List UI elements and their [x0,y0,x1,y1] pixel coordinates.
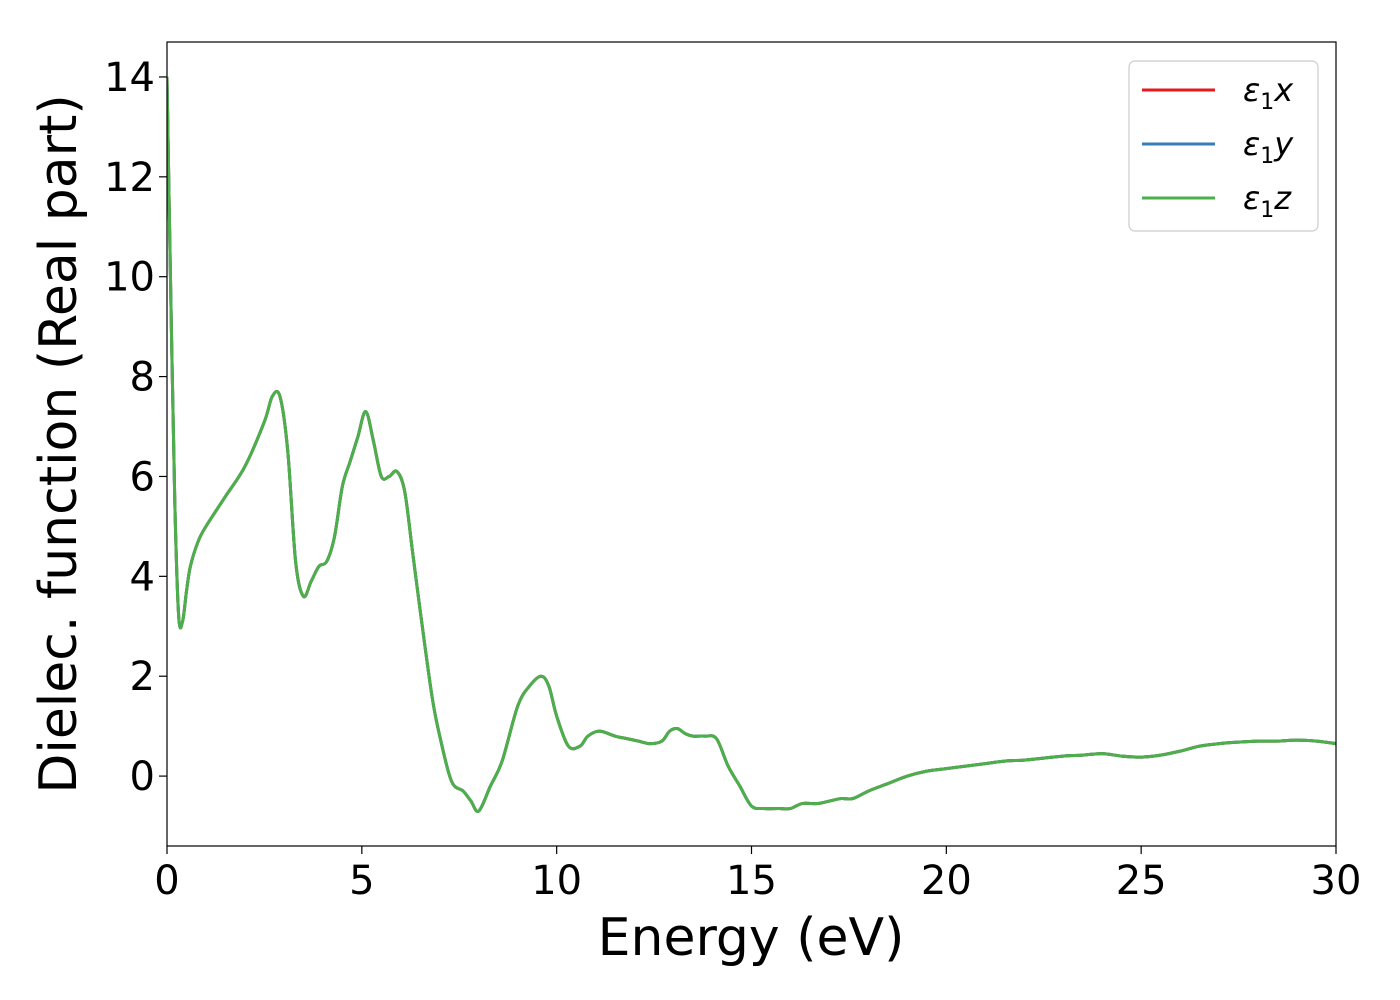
series-line-z [167,76,1336,813]
x-tick-label: 5 [349,858,374,904]
x-tick-label: 30 [1311,858,1362,904]
y-tick-label: 6 [130,454,155,500]
x-tick-label: 10 [531,858,582,904]
legend: ε1x ε1y ε1z [1128,60,1319,232]
series-layer [167,76,1336,813]
y-tick-label: 4 [130,554,155,600]
y-tick-label: 2 [130,654,155,700]
legend-label-y: ε1y [1243,125,1294,169]
x-tick-label: 20 [921,858,972,904]
legend-label-x: ε1x [1243,71,1294,115]
y-axis-label: Dielec. function (Real part) [29,94,89,793]
x-tick-label: 0 [154,858,179,904]
x-tick-label: 15 [726,858,777,904]
y-tick-label: 12 [104,155,155,201]
legend-label-z: ε1z [1243,179,1292,223]
y-axis-ticks: 0 2 4 6 8 10 12 14 [104,55,167,800]
x-axis-ticks: 0 5 10 15 20 25 30 [154,846,1361,904]
y-tick-label: 14 [104,55,155,101]
x-axis-label: Energy (eV) [598,908,905,968]
legend-box [1128,60,1319,232]
y-tick-label: 10 [104,255,155,301]
y-tick-label: 0 [130,754,155,800]
y-tick-label: 8 [130,355,155,401]
x-tick-label: 25 [1116,858,1167,904]
